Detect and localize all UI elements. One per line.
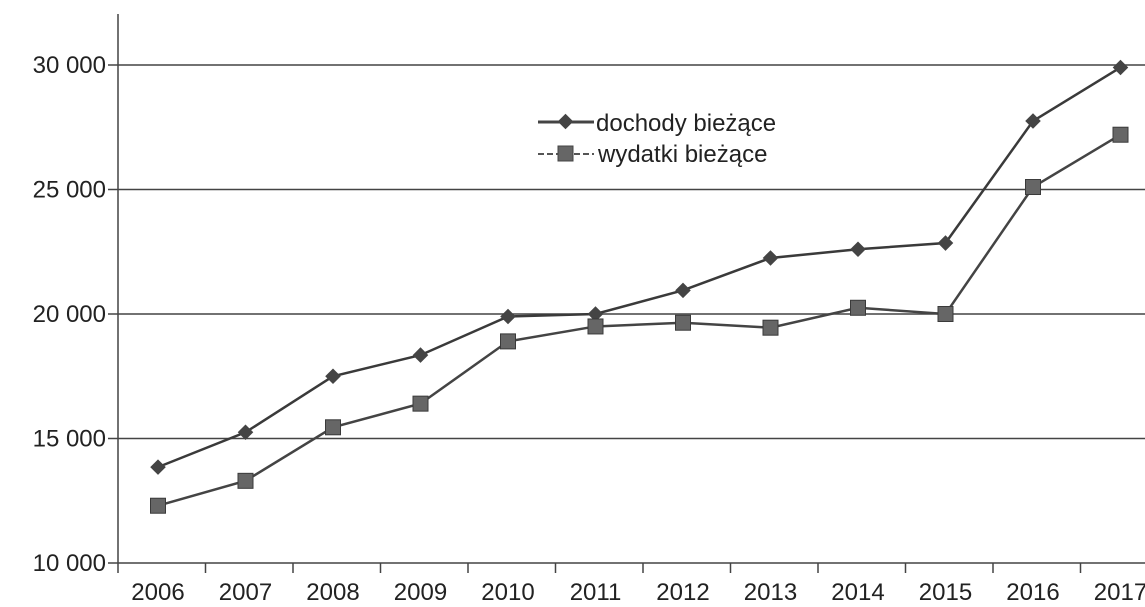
- legend-marker-dochody: [557, 113, 574, 130]
- gridlines: [118, 64, 1145, 564]
- legend-item-dochody: dochody bieżące: [538, 110, 776, 137]
- x-tick-label: 2014: [831, 579, 884, 606]
- data-point-square: [587, 318, 604, 335]
- y-tick-label: 30 000: [33, 52, 106, 79]
- series-wydatki: [150, 126, 1129, 514]
- x-tick-label: 2008: [306, 579, 359, 606]
- series-group: [150, 59, 1129, 514]
- legend-label-dochody: dochody bieżące: [596, 110, 776, 137]
- x-tick-label: 2017: [1094, 579, 1145, 606]
- axes: [108, 14, 1082, 573]
- x-tick-label: 2007: [219, 579, 272, 606]
- legend: dochody bieżące wydatki bieżące: [538, 110, 776, 168]
- data-point-square: [237, 472, 254, 489]
- legend-label-wydatki: wydatki bieżące: [597, 141, 767, 168]
- data-point-square: [325, 419, 341, 436]
- data-point-square: [675, 314, 691, 331]
- data-point-diamond: [237, 424, 254, 441]
- data-point-diamond: [412, 347, 429, 363]
- x-tick-label: 2015: [919, 579, 972, 606]
- x-tick-label: 2013: [744, 579, 797, 606]
- data-point-diamond: [675, 282, 691, 299]
- data-point-square: [850, 299, 866, 316]
- data-point-square: [412, 395, 429, 412]
- legend-marker-wydatki: [557, 145, 574, 162]
- data-point-diamond: [150, 459, 166, 475]
- y-tick-label: 10 000: [33, 550, 106, 577]
- tick-labels: 10 000 15 000 20 000 25 000 30 000 2006 2007 20…: [33, 52, 1145, 606]
- x-tick-label: 2006: [131, 579, 184, 606]
- x-tick-label: 2009: [394, 579, 447, 606]
- data-point-square: [1025, 179, 1041, 196]
- data-point-square: [762, 319, 779, 336]
- data-point-diamond: [937, 235, 954, 251]
- x-tick-label: 2010: [481, 579, 534, 606]
- data-point-diamond: [500, 308, 516, 325]
- y-tick-label: 25 000: [33, 177, 106, 204]
- data-point-square: [150, 497, 166, 514]
- data-point-diamond: [325, 368, 341, 385]
- y-tick-label: 20 000: [33, 301, 106, 328]
- x-tick-label: 2011: [570, 579, 622, 606]
- x-tick-label: 2012: [656, 579, 709, 606]
- legend-item-wydatki: wydatki bieżące: [538, 141, 767, 168]
- data-point-diamond: [1025, 113, 1041, 129]
- data-point-diamond: [1112, 59, 1129, 76]
- x-tick-label: 2016: [1006, 579, 1059, 606]
- data-point-diamond: [762, 250, 779, 266]
- data-point-diamond: [850, 241, 866, 258]
- y-tick-label: 15 000: [33, 426, 106, 453]
- data-point-square: [1112, 126, 1129, 143]
- data-point-square: [937, 306, 954, 322]
- series-line: [157, 133, 1122, 507]
- data-point-square: [500, 333, 516, 350]
- series-line: [157, 66, 1122, 469]
